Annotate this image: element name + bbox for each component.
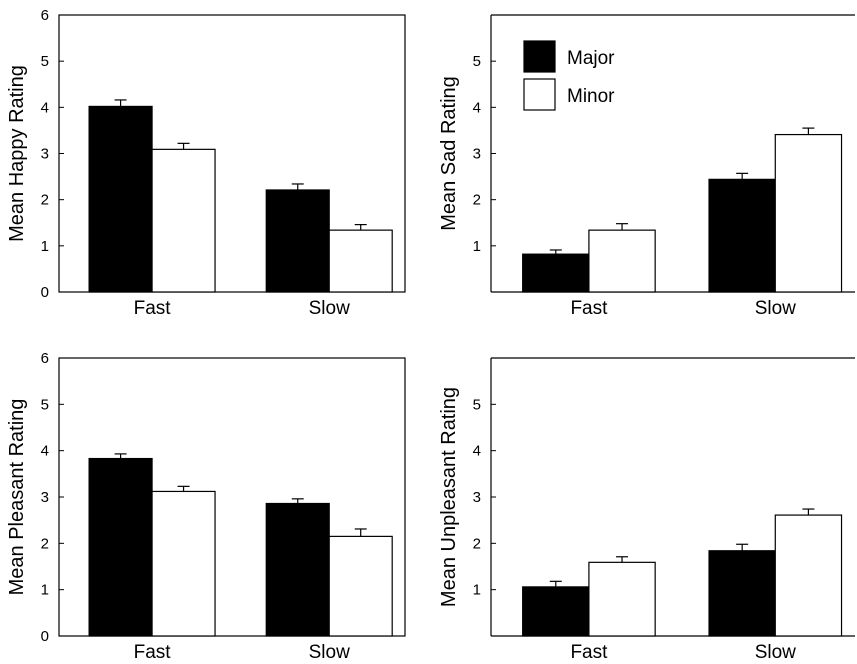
legend-swatch-minor bbox=[523, 78, 556, 111]
legend-label-minor: Minor bbox=[567, 86, 615, 107]
y-tick-label: 1 bbox=[473, 582, 481, 599]
bar-major-fast bbox=[522, 586, 590, 637]
y-tick-label: 3 bbox=[41, 146, 49, 163]
y-tick-label: 4 bbox=[473, 443, 481, 460]
legend-swatch-major bbox=[523, 40, 556, 73]
y-tick-label: 1 bbox=[41, 238, 49, 255]
x-tick-label-fast: Fast bbox=[570, 298, 608, 319]
y-tick-label: 1 bbox=[41, 582, 49, 599]
y-tick-label: 4 bbox=[41, 443, 49, 460]
x-tick-label-slow: Slow bbox=[755, 298, 796, 319]
y-tick-label: 2 bbox=[473, 535, 481, 552]
y-tick-label: 3 bbox=[41, 489, 49, 506]
bar-minor-slow bbox=[328, 535, 393, 637]
y-tick-label: 1 bbox=[473, 238, 481, 255]
y-tick-label: 5 bbox=[473, 396, 481, 413]
bar-minor-fast bbox=[151, 148, 216, 293]
y-tick-label: 0 bbox=[41, 284, 49, 301]
bar-major-slow bbox=[708, 550, 776, 637]
chart-panel-pleasant: 0 1 2 3 4 5 6 Mean Pleasant Rating Fast Slow bbox=[6, 350, 406, 663]
bar-minor-slow bbox=[774, 514, 843, 637]
y-axis-label: Mean Sad Rating bbox=[438, 76, 460, 231]
y-tick-label: 5 bbox=[41, 53, 49, 70]
bar-minor-fast bbox=[588, 561, 656, 637]
y-axis-label: Mean Pleasant Rating bbox=[6, 399, 28, 596]
y-tick-label: 2 bbox=[41, 535, 49, 552]
x-tick-label-fast: Fast bbox=[134, 642, 172, 663]
y-tick-label: 3 bbox=[473, 146, 481, 163]
y-tick-label: 2 bbox=[41, 192, 49, 209]
y-axis-label: Mean Unpleasant Rating bbox=[438, 387, 460, 607]
y-tick-label: 6 bbox=[41, 350, 49, 367]
x-tick-label-fast: Fast bbox=[570, 642, 608, 663]
x-tick-label-slow: Slow bbox=[755, 642, 796, 663]
x-tick-label-slow: Slow bbox=[309, 298, 350, 319]
y-tick-label: 0 bbox=[41, 628, 49, 645]
y-tick-label: 5 bbox=[41, 396, 49, 413]
bar-major-fast bbox=[88, 105, 153, 293]
legend: Major Minor bbox=[523, 40, 615, 111]
y-tick-label: 5 bbox=[473, 53, 481, 70]
y-tick-label: 6 bbox=[41, 7, 49, 24]
bar-minor-fast bbox=[151, 490, 216, 637]
legend-label-major: Major bbox=[567, 48, 615, 69]
bar-major-fast bbox=[522, 253, 590, 293]
chart-panel-happy: 0 1 2 3 4 5 6 Mean Happy Rating Fast Slow bbox=[6, 7, 406, 319]
y-tick-label: 2 bbox=[473, 192, 481, 209]
x-tick-label-fast: Fast bbox=[134, 298, 172, 319]
bar-minor-slow bbox=[774, 133, 843, 293]
x-tick-label-slow: Slow bbox=[309, 642, 350, 663]
bar-major-fast bbox=[88, 457, 153, 637]
bar-minor-fast bbox=[588, 229, 656, 293]
bar-major-slow bbox=[265, 189, 330, 293]
bar-major-slow bbox=[708, 178, 776, 293]
chart-panel-sad: 1 2 3 4 5 Mean Sad Rating Fast Slow Major Minor bbox=[438, 14, 855, 319]
bar-minor-slow bbox=[328, 229, 393, 293]
chart-panel-unpleasant: 1 2 3 4 5 Mean Unpleasant Rating Fast Slow bbox=[438, 357, 855, 663]
bar-major-slow bbox=[265, 502, 330, 637]
y-axis-label: Mean Happy Rating bbox=[6, 65, 28, 242]
y-tick-label: 4 bbox=[473, 99, 481, 116]
y-tick-label: 4 bbox=[41, 99, 49, 116]
y-tick-label: 3 bbox=[473, 489, 481, 506]
